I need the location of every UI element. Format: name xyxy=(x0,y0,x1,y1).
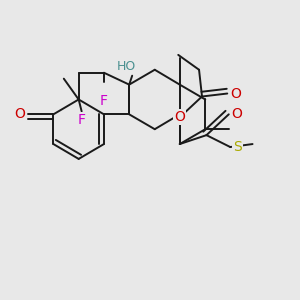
Text: O: O xyxy=(174,110,185,124)
Text: HO: HO xyxy=(117,60,136,73)
Text: O: O xyxy=(14,107,25,121)
Text: O: O xyxy=(230,86,241,100)
Text: F: F xyxy=(78,113,86,127)
Text: O: O xyxy=(232,107,243,121)
Text: S: S xyxy=(233,140,242,154)
Text: F: F xyxy=(100,94,108,107)
